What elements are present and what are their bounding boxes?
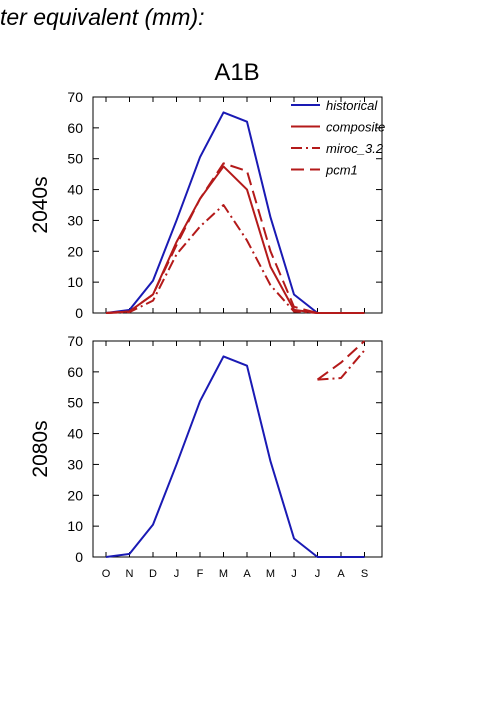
y-tick-label: 70 <box>67 89 83 105</box>
x-tick-label: F <box>197 568 204 580</box>
x-tick-label: J <box>174 568 180 580</box>
x-tick-label: A <box>337 568 345 580</box>
y-tick-label: 70 <box>67 333 83 349</box>
legend-label-miroc_3.2: miroc_3.2 <box>326 141 384 156</box>
plot-frame <box>92 340 383 558</box>
series-line-miroc_3.2 <box>105 204 365 314</box>
y-tick-label: 0 <box>75 305 83 321</box>
y-tick-label: 60 <box>67 120 83 136</box>
row-label-2040s: 2040s <box>29 176 52 233</box>
y-tick-label: 60 <box>67 364 83 380</box>
x-tick-label: A <box>243 568 251 580</box>
panel-2080s: 0 10 20 30 40 50 60 70 2080s <box>29 333 383 565</box>
series-line-pcm1 <box>105 162 365 314</box>
panels-layer: 0 10 20 30 40 50 60 70 2040s historical composite m… <box>29 89 385 580</box>
legend-label-composite: composite <box>326 120 385 135</box>
header-title: ter equivalent (mm): <box>0 4 205 30</box>
plot-frame <box>92 96 383 314</box>
x-tick-label: S <box>361 568 368 580</box>
y-tick-label: 20 <box>67 243 83 259</box>
y-tick-label: 50 <box>67 395 83 411</box>
x-tick-label: M <box>266 568 275 580</box>
x-tick-label: O <box>102 568 111 580</box>
y-tick-label: 10 <box>67 274 83 290</box>
legend: historical composite miroc_3.2 pcm1 <box>291 98 385 178</box>
y-tick-label: 20 <box>67 487 83 503</box>
row-label-2080s: 2080s <box>29 420 52 477</box>
x-tick-label: D <box>149 568 157 580</box>
x-tick-label: J <box>315 568 321 580</box>
series-line-historical <box>105 355 365 558</box>
y-tick-label: 40 <box>67 182 83 198</box>
y-tick-label: 10 <box>67 518 83 534</box>
y-tick-label: 40 <box>67 426 83 442</box>
x-tick-label: N <box>126 568 134 580</box>
x-tick-label: J <box>291 568 297 580</box>
series-line-miroc_3.2 <box>317 349 366 381</box>
x-tick-label: M <box>219 568 228 580</box>
y-tick-label: 30 <box>67 456 83 472</box>
y-tick-label: 30 <box>67 212 83 228</box>
panel-2040s: 0 10 20 30 40 50 60 70 2040s historical composite m… <box>29 89 385 321</box>
y-tick-label: 0 <box>75 549 83 565</box>
legend-label-historical: historical <box>326 98 378 113</box>
series-line-pcm1 <box>316 340 366 381</box>
chart-title: A1B <box>214 59 259 86</box>
y-tick-label: 50 <box>67 151 83 167</box>
legend-label-pcm1: pcm1 <box>325 163 358 178</box>
